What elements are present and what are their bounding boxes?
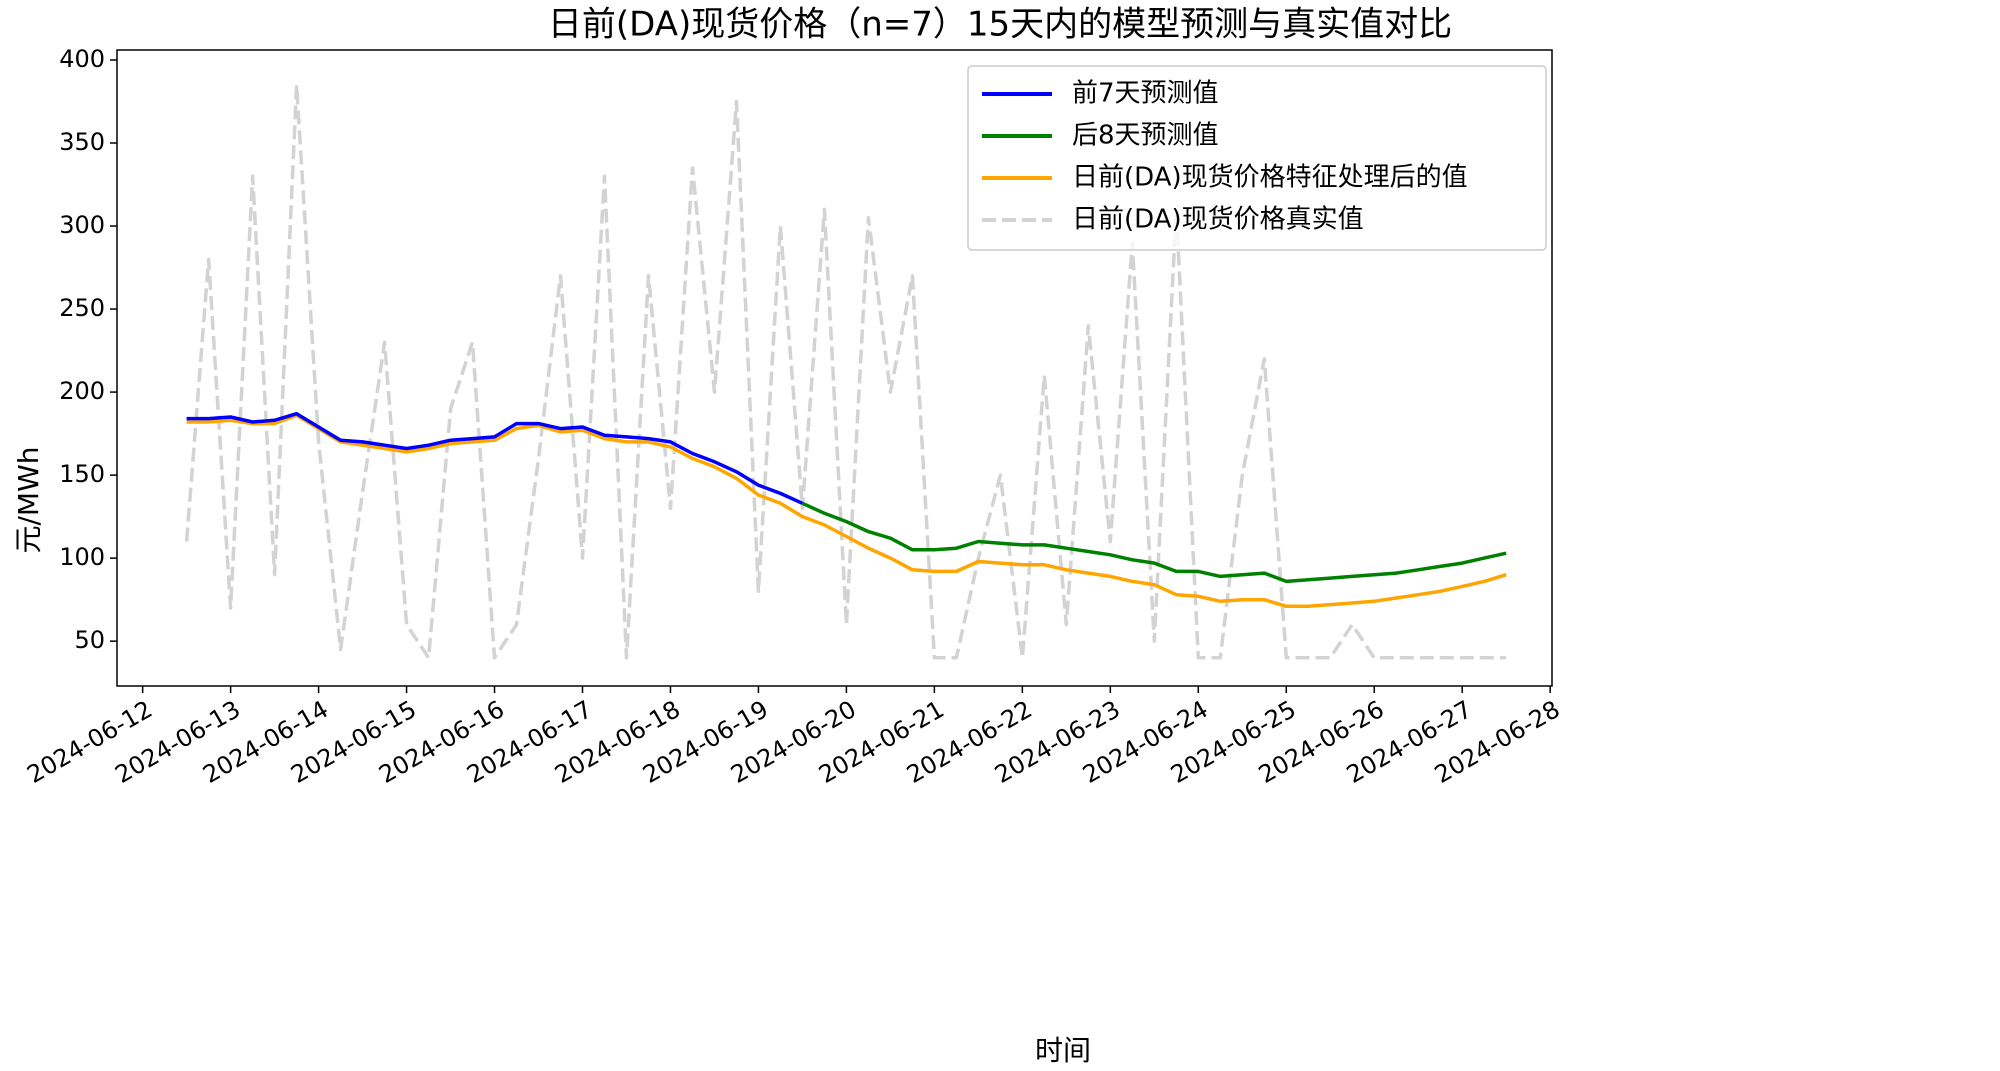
y-tick-label: 150 [59,460,105,488]
legend-box [967,65,1547,251]
y-tick-label: 350 [59,128,105,156]
line-series [186,411,804,505]
legend-label: 日前(DA)现货价格真实值 [1072,205,1364,235]
plot-frame [116,49,1553,687]
line-series [801,501,1507,584]
line-series [184,83,1507,660]
y-tick-label: 400 [59,45,105,73]
y-tick-label: 100 [59,543,105,571]
chart-title: 日前(DA)现货价格（n=7）15天内的模型预测与真实值对比 [548,5,1452,45]
y-tick-label: 300 [59,211,105,239]
y-axis-label: 元/MWh [12,446,45,553]
x-axis-label: 时间 [1035,1034,1091,1067]
y-tick-label: 50 [74,626,105,654]
legend-label: 后8天预测值 [1072,121,1219,151]
y-tick-label: 250 [59,294,105,322]
line-series [186,413,1507,609]
legend: 前7天预测值后8天预测值日前(DA)现货价格特征处理后的值日前(DA)现货价格真… [967,65,1547,251]
legend-label: 前7天预测值 [1072,79,1219,109]
legend-label: 日前(DA)现货价格特征处理后的值 [1072,163,1468,193]
y-tick-label: 200 [59,377,105,405]
